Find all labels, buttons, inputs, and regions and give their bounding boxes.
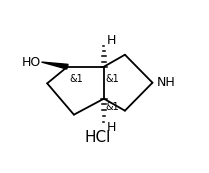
Text: H: H — [107, 121, 116, 134]
Text: HO: HO — [22, 56, 41, 69]
Text: NH: NH — [157, 76, 175, 89]
Text: HCl: HCl — [84, 130, 111, 145]
Polygon shape — [42, 62, 68, 69]
Text: &1: &1 — [69, 74, 83, 84]
Text: &1: &1 — [106, 74, 119, 84]
Text: H: H — [107, 34, 116, 47]
Text: &1: &1 — [106, 102, 119, 112]
